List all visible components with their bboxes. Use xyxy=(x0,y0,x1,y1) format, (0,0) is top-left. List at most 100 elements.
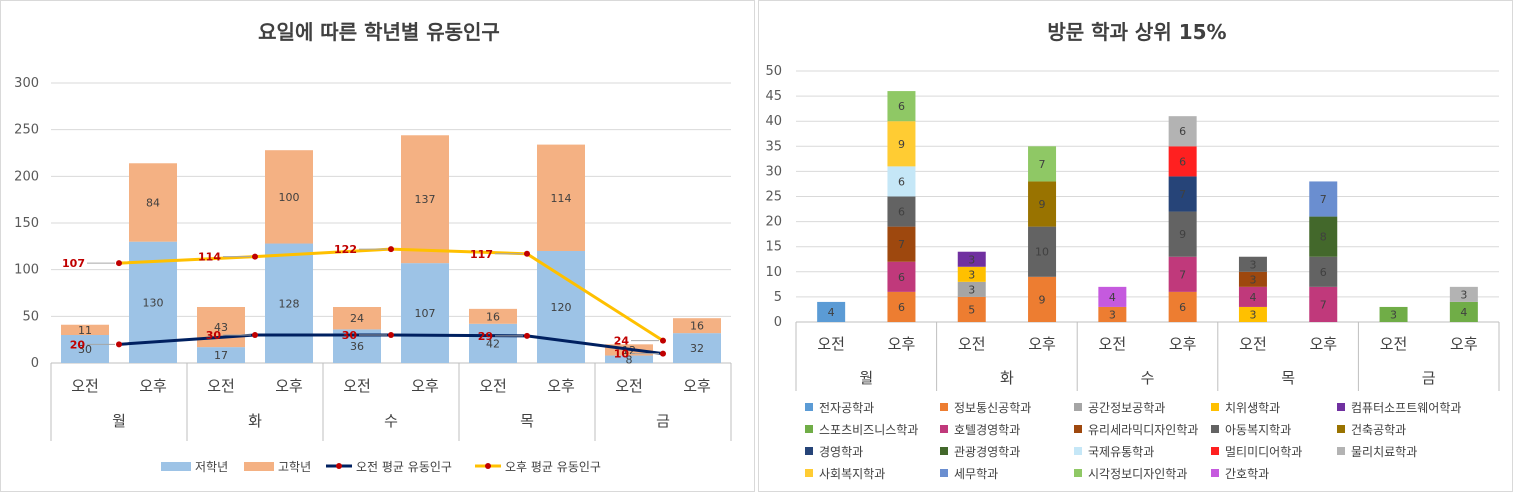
stacked-bar-segment xyxy=(1238,271,1267,287)
stacked-bar-segment xyxy=(887,261,916,292)
data-label: 3 xyxy=(1109,308,1116,321)
x-category-label: 오전 xyxy=(71,377,99,395)
legend-swatch xyxy=(1074,469,1082,477)
average-value-label: 114 xyxy=(198,251,221,264)
x-category-label: 오후 xyxy=(547,377,575,395)
average-value-label: 117 xyxy=(470,248,493,261)
stacked-bar-segment xyxy=(957,281,986,297)
data-label-low: 128 xyxy=(279,297,300,310)
legend-label: 호텔경영학과 xyxy=(954,423,1020,437)
data-label: 6 xyxy=(1320,266,1327,279)
x-category-label: 오후 xyxy=(411,377,439,395)
bar-low-segment xyxy=(469,323,517,363)
bar-low-segment xyxy=(401,263,449,363)
y-tick-label: 150 xyxy=(14,216,39,231)
legend-label: 오전 평균 유동인구 xyxy=(356,460,452,474)
x-group-label: 금 xyxy=(656,412,670,430)
legend-swatch xyxy=(805,447,813,455)
x-category-label: 오전 xyxy=(1099,335,1127,353)
x-category-label: 오전 xyxy=(479,377,507,395)
left-chart-svg: 요일에 따른 학년별 유동인구 0 50 100 150 200 250 300 30 11 13… xyxy=(14,20,732,474)
legend-swatch xyxy=(1211,425,1219,433)
data-label-low: 32 xyxy=(690,342,704,355)
data-label-low: 107 xyxy=(415,307,436,320)
x-group-label: 화 xyxy=(1000,369,1014,387)
legend-swatch xyxy=(940,425,948,433)
bar-low-segment xyxy=(61,335,109,363)
stacked-bar-segment xyxy=(1098,286,1127,307)
x-group-label: 월 xyxy=(112,412,126,430)
average-marker xyxy=(252,332,258,338)
legend-label: 정보통신공학과 xyxy=(954,401,1031,415)
data-label: 8 xyxy=(1320,231,1327,244)
x-group-label: 화 xyxy=(248,412,262,430)
y-tick-label: 20 xyxy=(765,215,782,230)
x-category-label: 오후 xyxy=(275,377,303,395)
stacked-bar-segment xyxy=(1309,181,1338,217)
data-label: 4 xyxy=(1460,306,1467,319)
legend-swatch xyxy=(161,462,191,471)
legend-swatch xyxy=(805,403,813,411)
legend-label: 사회복지학과 xyxy=(819,467,885,481)
legend-marker xyxy=(485,463,491,469)
bar-low-segment xyxy=(197,347,245,363)
data-label: 3 xyxy=(1249,273,1256,286)
average-value-label: 30 xyxy=(342,329,358,342)
data-label: 6 xyxy=(1179,301,1186,314)
legend-label: 공간정보공학과 xyxy=(1088,401,1165,415)
data-label-low: 130 xyxy=(143,296,164,309)
data-label: 4 xyxy=(828,306,835,319)
legend-swatch xyxy=(1074,403,1082,411)
right-chart-title: 방문 학과 상위 15% xyxy=(1047,20,1226,44)
average-marker xyxy=(388,246,394,253)
average-value-label: 122 xyxy=(334,243,357,256)
data-label: 6 xyxy=(898,175,905,188)
y-tick-label: 30 xyxy=(765,164,782,179)
data-label: 4 xyxy=(1109,291,1116,304)
stacked-bar-segment xyxy=(1379,306,1408,322)
data-label-high: 16 xyxy=(486,310,500,323)
average-value-label: 107 xyxy=(62,257,85,270)
legend-label: 저학년 xyxy=(195,460,228,474)
bar-low-segment xyxy=(673,333,721,363)
data-label: 5 xyxy=(968,303,975,316)
stacked-bar-segment xyxy=(1028,146,1057,182)
legend-swatch xyxy=(1211,469,1219,477)
data-label-high: 11 xyxy=(78,324,92,337)
stacked-bar-segment xyxy=(887,91,916,122)
average-value-label: 24 xyxy=(614,335,630,348)
legend-label: 간호학과 xyxy=(1225,467,1269,481)
stacked-bar-segment xyxy=(1168,146,1197,177)
x-category-label: 오전 xyxy=(1380,335,1408,353)
y-tick-label: 15 xyxy=(765,240,782,255)
x-category-label: 오전 xyxy=(958,335,986,353)
average-value-label: 29 xyxy=(478,330,493,343)
data-label: 6 xyxy=(1179,155,1186,168)
stacked-bar-segment xyxy=(1168,176,1197,212)
data-label-low: 36 xyxy=(350,340,364,353)
bar-high-segment xyxy=(197,307,245,348)
stacked-bar-segment xyxy=(1449,301,1478,322)
x-category-label: 오후 xyxy=(139,377,167,395)
y-tick-label: 50 xyxy=(765,64,782,79)
legend-swatch xyxy=(1337,425,1345,433)
stacked-bar-segment xyxy=(1028,181,1057,227)
legend-swatch xyxy=(805,469,813,477)
legend-label: 물리치료학과 xyxy=(1351,445,1417,459)
legend-swatch xyxy=(1211,447,1219,455)
legend-swatch xyxy=(1074,447,1082,455)
average-marker xyxy=(660,350,666,357)
stacked-bar-segment xyxy=(1098,306,1127,322)
data-label-low: 30 xyxy=(78,343,92,356)
data-label-high: 84 xyxy=(146,196,160,209)
stacked-bar-segment xyxy=(1028,226,1057,277)
x-group-label: 목 xyxy=(520,412,534,430)
y-tick-label: 200 xyxy=(14,169,39,184)
data-label: 6 xyxy=(898,100,905,113)
stacked-bar-segment xyxy=(887,226,916,262)
legend-swatch xyxy=(1337,403,1345,411)
data-label: 3 xyxy=(968,283,975,296)
average-marker xyxy=(524,332,530,339)
data-label: 7 xyxy=(898,238,905,251)
data-label: 3 xyxy=(1390,308,1397,321)
